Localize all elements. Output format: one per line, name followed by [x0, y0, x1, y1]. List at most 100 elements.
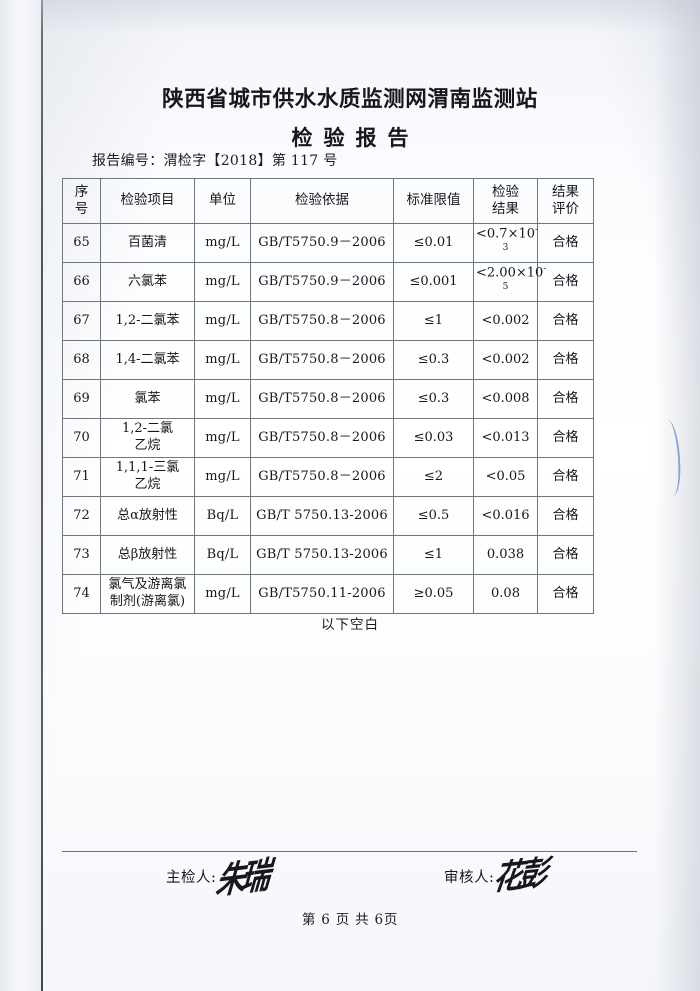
cell-evaluation: 合格 — [537, 262, 594, 302]
cell-evaluation: 合格 — [537, 535, 594, 575]
cell-basis: GB/T5750.8－2006 — [250, 340, 394, 380]
table-header-row: 序 号 检验项目 单位 检验依据 标准限值 检验 结果 结果 评价 — [62, 178, 594, 224]
cell-result: <0.002 — [473, 340, 538, 380]
cell-serial-number: 68 — [62, 340, 101, 380]
table-row: 69 氯苯 mg/L GB/T5750.8－2006 ≤0.3 <0.008 合格 — [62, 379, 594, 419]
page-top-shadow — [41, 0, 700, 34]
table-body: 65 百菌清 mg/L GB/T5750.9－2006 ≤0.01 <0.7×10-3 合格… — [62, 223, 594, 614]
cell-unit: mg/L — [194, 379, 251, 419]
cell-item-line1: 百菌清 — [127, 234, 167, 250]
cell-item: 1,2-二氯 乙烷 — [100, 418, 195, 458]
page-number-footer: 第 6 页 共 6页 — [301, 912, 399, 928]
cell-serial-number: 71 — [62, 457, 101, 497]
cell-basis: GB/T5750.9－2006 — [250, 262, 394, 302]
cell-evaluation: 合格 — [537, 379, 594, 419]
cell-result: <0.002 — [473, 301, 538, 341]
reviewer-label: 审核人: — [444, 870, 495, 886]
header-basis: 检验依据 — [250, 178, 394, 224]
cell-item-line2: 乙烷 — [134, 477, 161, 492]
header-item: 检验项目 — [100, 178, 195, 224]
table-row: 72 总α放射性 Bq/L GB/T 5750.13-2006 ≤0.5 <0.016 合格 — [62, 496, 594, 536]
cell-result: <0.008 — [473, 379, 538, 419]
cell-result-exponent: -5 — [502, 264, 547, 292]
cell-unit: mg/L — [194, 574, 251, 614]
cell-item: 总β放射性 — [100, 535, 195, 575]
table-row: 70 1,2-二氯 乙烷 mg/L GB/T5750.8－2006 ≤0.03 <0.013… — [62, 418, 594, 458]
results-table-container: 序 号 检验项目 单位 检验依据 标准限值 检验 结果 结果 评价 — [62, 178, 594, 614]
cell-basis: GB/T5750.8－2006 — [250, 301, 394, 341]
table-row: 73 总β放射性 Bq/L GB/T 5750.13-2006 ≤1 0.038 合格 — [62, 535, 594, 575]
cell-evaluation: 合格 — [537, 340, 594, 380]
cell-result: <0.7×10-3 — [473, 223, 539, 263]
cell-item-line1: 总β放射性 — [117, 546, 178, 562]
table-row: 74 氯气及游离氯 制剂(游离氯) mg/L GB/T5750.11-2006 ≥0.05… — [62, 574, 594, 614]
cell-basis: GB/T 5750.13-2006 — [250, 535, 394, 575]
cell-result: <2.00×10-5 — [473, 262, 546, 302]
cell-unit: mg/L — [194, 223, 251, 263]
cell-unit: mg/L — [194, 418, 251, 458]
cell-item: 氯苯 — [100, 379, 195, 419]
cell-item: 1,2-二氯苯 — [100, 301, 195, 341]
header-result-line1: 检验 — [492, 183, 519, 200]
cell-serial-number: 72 — [62, 496, 101, 536]
cell-item-line1: 氯苯 — [134, 390, 161, 406]
cell-result: <0.016 — [473, 496, 538, 536]
cell-unit: mg/L — [194, 457, 251, 497]
cell-limit: ≤0.001 — [393, 262, 474, 302]
cell-basis: GB/T5750.11-2006 — [250, 574, 394, 614]
cell-evaluation: 合格 — [537, 223, 594, 263]
cell-item: 六氯苯 — [100, 262, 195, 302]
cell-serial-number: 65 — [62, 223, 101, 263]
page-left-fold-strip — [0, 0, 41, 991]
header-serial-line2: 号 — [74, 201, 89, 217]
cell-unit: mg/L — [194, 262, 251, 302]
cell-limit: ≤0.3 — [393, 340, 474, 380]
organization-title: 陕西省城市供水水质监测网渭南监测站 — [162, 87, 538, 112]
header-unit: 单位 — [194, 178, 251, 224]
cell-limit: ≤0.03 — [393, 418, 474, 458]
header-result-line2: 结果 — [492, 201, 519, 217]
cell-item-line1: 1,2-二氯 — [121, 421, 174, 437]
inspector-label: 主检人: — [166, 870, 217, 886]
table-row: 67 1,2-二氯苯 mg/L GB/T5750.8－2006 ≤1 <0.002 合格 — [62, 301, 594, 341]
header-evaluation-line1: 结果 — [552, 183, 579, 200]
cell-item-line1: 1,1,1-三氯 — [115, 460, 180, 476]
cell-result-mantissa: <2.00×10 — [476, 265, 544, 281]
cell-basis: GB/T 5750.13-2006 — [250, 496, 394, 536]
signature-row: 主检人: 审核人: — [0, 866, 700, 900]
cell-result-exponent: -3 — [502, 225, 539, 253]
cell-item-line2: 制剂(游离氯) — [109, 594, 186, 609]
cell-serial-number: 66 — [62, 262, 101, 302]
cell-limit: ≤0.5 — [393, 496, 474, 536]
cell-limit: ≤0.3 — [393, 379, 474, 419]
cell-basis: GB/T5750.8－2006 — [250, 418, 394, 458]
cell-item-line1: 总α放射性 — [117, 507, 178, 523]
inspection-results-table: 序 号 检验项目 单位 检验依据 标准限值 检验 结果 结果 评价 — [62, 178, 594, 614]
blank-below-note: 以下空白 — [321, 617, 379, 633]
table-row: 66 六氯苯 mg/L GB/T5750.9－2006 ≤0.001 <2.00×10-5… — [62, 262, 594, 302]
cell-unit: mg/L — [194, 301, 251, 341]
cell-limit: ≤2 — [393, 457, 474, 497]
cell-unit: Bq/L — [194, 535, 251, 575]
cell-item: 总α放射性 — [100, 496, 195, 536]
cell-limit: ≤1 — [393, 535, 474, 575]
cell-serial-number: 74 — [62, 574, 101, 614]
cell-result: 0.08 — [473, 574, 538, 614]
cell-item-line1: 1,2-二氯苯 — [115, 312, 180, 328]
cell-serial-number: 67 — [62, 301, 101, 341]
table-row: 71 1,1,1-三氯 乙烷 mg/L GB/T5750.8－2006 ≤2 <0.05 合格 — [62, 457, 594, 497]
cell-limit: ≤1 — [393, 301, 474, 341]
cell-item-line1: 1,4-二氯苯 — [115, 351, 180, 367]
header-result: 检验 结果 — [473, 178, 538, 224]
cell-item-line1: 六氯苯 — [127, 273, 167, 289]
cell-evaluation: 合格 — [537, 574, 594, 614]
cell-result: <0.05 — [473, 457, 538, 497]
cell-limit: ≥0.05 — [393, 574, 474, 614]
cell-evaluation: 合格 — [537, 457, 594, 497]
cell-unit: Bq/L — [194, 496, 251, 536]
cell-item: 1,4-二氯苯 — [100, 340, 195, 380]
cell-basis: GB/T5750.8－2006 — [250, 457, 394, 497]
header-evaluation: 结果 评价 — [537, 178, 594, 224]
cell-serial-number: 73 — [62, 535, 101, 575]
